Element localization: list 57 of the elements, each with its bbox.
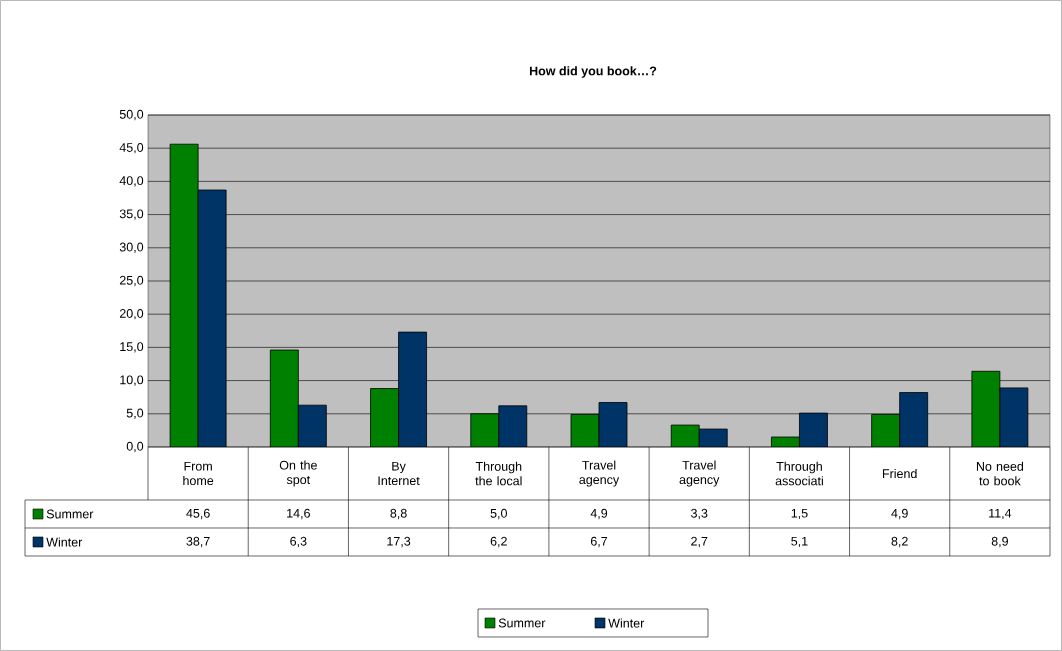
data-label: 8,2 [891,536,908,548]
x-tick-label: Travel agency [579,460,620,487]
y-tick-label: 5,0 [126,408,144,419]
x-tick-label: Through associati [775,461,823,486]
data-label: 6,2 [490,536,507,548]
y-tick-label: 10,0 [120,375,144,386]
data-label: 8,9 [991,536,1008,548]
data-label: 4,9 [590,508,608,520]
bar [197,189,227,447]
bar [370,388,399,447]
bar [297,404,327,447]
y-tick-label: 20,0 [119,309,144,320]
text: Summer [498,618,546,628]
data-label: 38,7 [186,536,210,548]
y-tick-label: 15,0 [120,342,144,353]
bar [169,143,199,447]
data-label: 5,0 [490,508,507,520]
bar [871,414,901,447]
y-tick-label: 0,0 [126,441,144,453]
data-label: 3,3 [691,508,708,520]
bar [899,392,929,447]
bar [398,331,427,447]
bar [470,413,500,447]
text: Winter [608,618,645,628]
x-tick-label: By Internet [378,461,420,486]
data-label: 6,3 [290,536,307,548]
y-tick-label: 40,0 [119,176,144,187]
bar [971,370,1001,447]
data-label: 45,6 [186,508,210,520]
bar [999,387,1029,447]
bar [498,405,528,447]
y-tick-label: 50,0 [119,109,144,121]
legend-label: Summer [46,509,94,519]
x-tick-label: Through the local [475,461,522,486]
data-label: 14,6 [287,508,310,520]
data-label: 1,5 [791,508,808,520]
bar [799,412,828,447]
bar [269,349,299,447]
x-tick-label: Friend [882,468,917,479]
y-tick-label: 30,0 [119,242,144,253]
y-tick-label: 35,0 [119,209,144,220]
x-tick-label: On the spot [279,460,317,487]
data-label: 5,1 [791,536,808,548]
data-label: 2,7 [691,536,708,548]
x-tick-label: No need to book [976,461,1024,486]
x-tick-label: Travel agency [679,460,720,487]
data-label: 8,8 [390,508,407,520]
x-tick-label: From home [183,461,214,486]
data-label: 17,3 [387,536,411,548]
legend-label: Winter [46,537,83,547]
data-label: 4,9 [891,508,908,520]
y-tick-label: 45,0 [119,143,144,154]
data-label: 11,4 [989,508,1012,520]
data-label: 6,7 [590,536,608,548]
y-tick-label: 25,0 [119,275,144,287]
chart-title: How did you book…? [529,66,657,78]
bar [598,402,628,447]
